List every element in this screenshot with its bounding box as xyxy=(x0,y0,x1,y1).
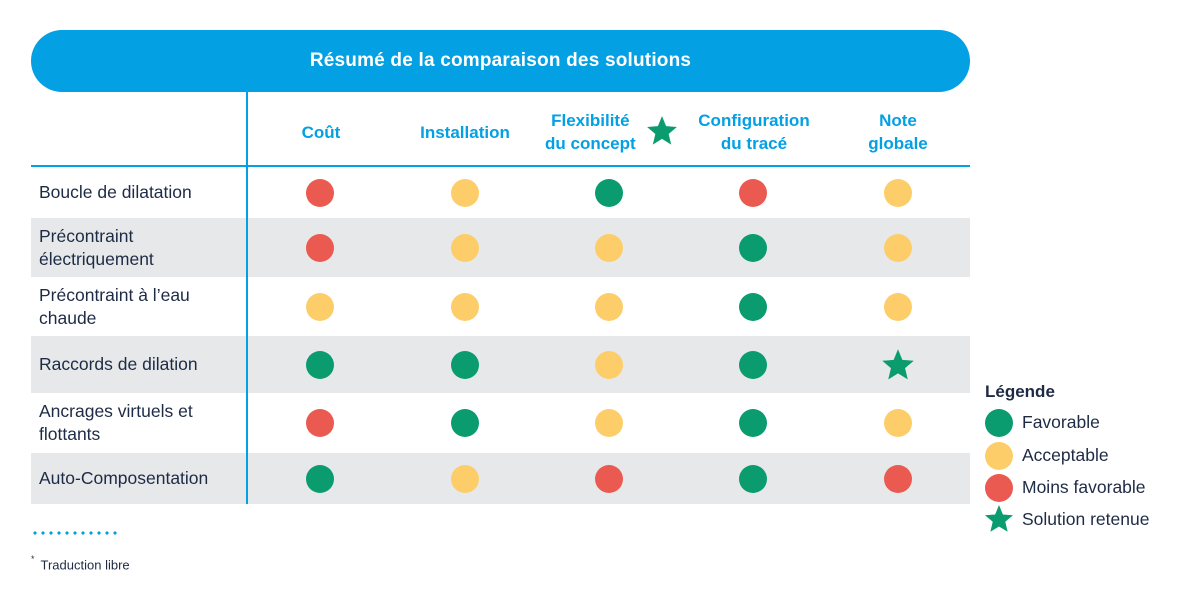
column-header-flexibilite: Flexibilité du concept xyxy=(545,111,636,153)
rating-dot-favorable xyxy=(451,409,479,437)
rating-dot-acceptable xyxy=(595,292,623,321)
title-banner: Résumé de la comparaison des solutions xyxy=(31,30,970,92)
star-icon xyxy=(880,347,916,383)
rating-dot-favorable xyxy=(739,350,767,379)
star-icon xyxy=(647,116,677,145)
rating-dot-favorable xyxy=(739,409,767,437)
rating-dot-acceptable xyxy=(306,292,334,321)
rating-dot-favorable xyxy=(739,233,767,262)
rating-dot-acceptable xyxy=(595,233,623,262)
rating-dot-acceptable xyxy=(595,409,623,437)
legend-dot-icon xyxy=(985,474,1013,502)
row-label: Auto-Composentation xyxy=(39,468,209,488)
rating-dot-acceptable xyxy=(595,350,623,379)
column-header-configuration: Configuration du tracé xyxy=(698,111,810,153)
legend-item-moins-favorable: Moins favorable xyxy=(985,473,1185,503)
rating-dot-acceptable xyxy=(884,292,912,321)
column-header-cout: Coût xyxy=(301,122,341,142)
rating-dot-moins-favorable xyxy=(595,464,623,493)
header-divider xyxy=(31,165,970,167)
rating-dot-favorable xyxy=(739,464,767,493)
legend-title: Légende xyxy=(985,382,1055,401)
legend-label: Solution retenue xyxy=(1022,509,1150,529)
vertical-divider xyxy=(246,92,248,504)
rating-dot-moins-favorable xyxy=(306,233,334,262)
rating-dot-acceptable xyxy=(451,464,479,493)
row-label: Boucle de dilatation xyxy=(39,182,192,202)
table-row: Précontraint à l’eau chaude xyxy=(31,277,970,336)
rating-dot-moins-favorable xyxy=(306,178,334,207)
rating-dot-acceptable xyxy=(451,178,479,207)
rating-dot-favorable xyxy=(739,292,767,321)
rating-dot-acceptable xyxy=(884,178,912,207)
legend-label: Acceptable xyxy=(1022,445,1109,465)
legend-label: Favorable xyxy=(1022,412,1100,432)
legend-item-acceptable: Acceptable xyxy=(985,441,1185,471)
row-label: Raccords de dilation xyxy=(39,354,198,374)
legend-dot-icon xyxy=(985,409,1013,437)
table-row: Boucle de dilatation xyxy=(31,167,970,218)
rating-dot-moins-favorable xyxy=(306,409,334,437)
footnote-text: Traduction libre xyxy=(40,557,130,573)
rating-dot-acceptable xyxy=(451,233,479,262)
table-row: Ancrages virtuels et flottants xyxy=(31,393,970,453)
rating-dot-acceptable xyxy=(884,409,912,437)
legend-item-solution-retenue: Solution retenue xyxy=(985,505,1185,535)
rating-dot-favorable xyxy=(306,464,334,493)
row-label: Précontraint à l’eau chaude xyxy=(39,284,190,328)
table-row: Précontraint électriquement xyxy=(31,218,970,277)
rating-dot-favorable xyxy=(306,350,334,379)
rating-dot-acceptable xyxy=(451,292,479,321)
rating-dot-moins-favorable xyxy=(739,178,767,207)
table-row: Raccords de dilation xyxy=(31,336,970,393)
footnote: * Traduction libre xyxy=(31,554,130,573)
page-title: Résumé de la comparaison des solutions xyxy=(309,50,692,71)
table-row: Auto-Composentation xyxy=(31,453,970,504)
column-header-installation: Installation xyxy=(420,122,510,142)
rating-dot-favorable xyxy=(451,350,479,379)
column-header-note-globale: Note globale xyxy=(868,111,928,153)
rating-dot-acceptable xyxy=(884,233,912,262)
footnote-marker: * xyxy=(31,554,35,564)
legend-item-favorable: Favorable xyxy=(985,408,1185,438)
star-icon xyxy=(983,503,1015,535)
row-label: Précontraint électriquement xyxy=(39,225,154,269)
dotted-separator xyxy=(31,531,119,535)
legend-label: Moins favorable xyxy=(1022,477,1146,497)
row-label: Ancrages virtuels et flottants xyxy=(39,401,193,444)
rating-dot-favorable xyxy=(595,178,623,207)
rating-dot-moins-favorable xyxy=(884,464,912,493)
legend-dot-icon xyxy=(985,442,1013,470)
